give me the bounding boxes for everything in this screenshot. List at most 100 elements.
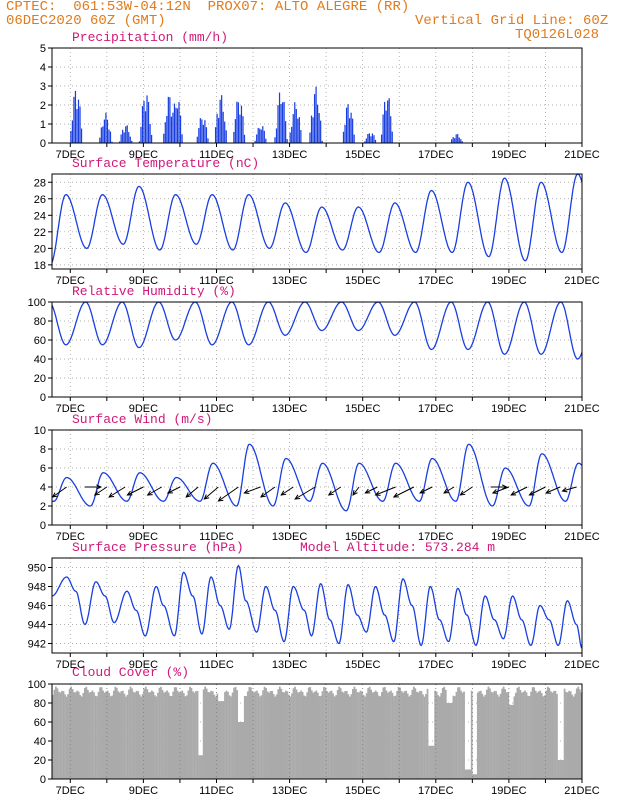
cloud-cover-bar [571, 694, 574, 779]
cloud-cover-bar [454, 696, 456, 779]
cloud-cover-bar [397, 686, 400, 779]
cloud-cover-bar [536, 692, 539, 779]
precipitation-bar [242, 116, 244, 143]
cloud-cover-bar [379, 696, 382, 779]
cloud-cover-bar [134, 692, 136, 779]
cloud-cover-bar [73, 692, 76, 779]
cloud-cover-bar [233, 687, 235, 779]
precipitation-bar [300, 130, 302, 143]
wind-arrow-head [217, 496, 224, 502]
x-tick-label: 17DEC [418, 275, 454, 287]
cloud-cover-bar [164, 691, 167, 779]
wind-arrow [364, 486, 378, 494]
x-tick-label: 13DEC [272, 149, 308, 161]
cloud-cover-bar [391, 692, 394, 779]
precipitation-bar [374, 139, 377, 143]
cloud-cover-bar [288, 694, 290, 779]
cloud-cover-bar [476, 692, 479, 779]
wind-arrow-head [364, 488, 371, 494]
precipitation-bar [243, 134, 246, 143]
cloud-cover-bar [234, 686, 237, 779]
cloud-cover-bar [353, 686, 356, 779]
cloud-cover-bar [108, 692, 111, 779]
cloud-cover-bar [243, 695, 246, 779]
cloud-cover-bar [388, 691, 391, 779]
cloud-cover-bar [385, 690, 388, 779]
cloud-cover-bar [173, 687, 176, 779]
precipitation-bar [298, 117, 300, 143]
y-tick-label: 100 [28, 297, 46, 309]
cloud-cover-bar [94, 695, 97, 779]
precipitation-bar [384, 101, 386, 143]
precipitation-bar [353, 134, 355, 143]
panel-5: 0 20 40 60 80 100 7DEC 9DEC 11DEC 13DEC 15DEC 17DEC… [28, 679, 600, 797]
cloud-cover-bar [160, 686, 162, 779]
cloud-cover-bar [478, 691, 481, 779]
pressure-title: Surface Pressure (hPa) [72, 540, 244, 555]
cloud-cover-bar [575, 688, 578, 779]
cloud-cover-bar [237, 722, 240, 779]
cloud-cover-bar [425, 694, 427, 779]
precipitation-bar [199, 118, 201, 143]
wind-arrow [491, 486, 510, 494]
cloud-cover-bar [317, 692, 319, 779]
cloud-cover-bar [447, 703, 450, 779]
precipitation-bar [222, 111, 224, 143]
precipitation-bar [207, 138, 209, 143]
precipitation-bar [364, 141, 366, 143]
precipitation-bar [239, 114, 241, 143]
cloud-cover-bar [256, 690, 258, 779]
cloud-cover-bar [422, 694, 424, 779]
cloud-cover-bar [294, 686, 296, 779]
cloud-cover-bar [263, 686, 266, 779]
precipitation-bar [259, 128, 261, 143]
cloud-cover-bar [557, 760, 560, 779]
wind-arrow [294, 486, 316, 500]
cloud-cover-bar [61, 690, 63, 779]
cloud-cover-bar [534, 690, 537, 779]
precipitation-bar [122, 129, 124, 143]
cloud-cover-bar [123, 693, 126, 779]
wind-arrow-shaft [492, 486, 510, 494]
x-tick-label: 19DEC [491, 659, 527, 671]
cloud-cover-bar [225, 690, 228, 779]
cloud-cover-bar [441, 687, 444, 779]
precipitation-bar [163, 133, 165, 143]
cloud-cover-bar [122, 690, 124, 779]
cloud-cover-bar [56, 688, 59, 779]
cloud-cover-bar [105, 691, 108, 779]
cloud-cover-bar [64, 694, 66, 779]
wind-arrow [260, 486, 276, 498]
precipitation-bar [71, 120, 74, 143]
plot-border [51, 47, 583, 144]
cloud-cover-bar [531, 687, 534, 779]
cloud-cover-bar [297, 692, 299, 779]
cloud-cover-bar [508, 704, 511, 779]
cloud-cover-bar [141, 693, 144, 779]
y-tick-label: 2 [40, 100, 46, 112]
cloud-cover-bar [248, 687, 251, 779]
wind-speed-line [52, 443, 583, 512]
x-tick-label: 7DEC [56, 275, 85, 287]
cloud-cover-bar [356, 692, 359, 779]
precipitation-bar [103, 119, 106, 143]
cloud-cover-bar [182, 693, 185, 779]
precipitation-bar [73, 96, 75, 143]
cloud-cover-bar [283, 692, 286, 779]
cloud-cover-bar [323, 686, 325, 779]
cloud-cover-bar [324, 687, 327, 779]
cloud-cover-bar [176, 690, 179, 779]
precipitation-title: Precipitation (mm/h) [72, 30, 229, 45]
cloud-cover-bar [210, 690, 213, 779]
cloud-cover-bar [135, 690, 138, 779]
cloud-cover-bar [236, 690, 239, 779]
x-tick-label: 15DEC [345, 531, 381, 543]
precipitation-bar [129, 136, 131, 143]
cloud-cover-bar [178, 692, 181, 779]
cloud-cover-bar [304, 696, 307, 779]
x-tick-label: 19DEC [491, 785, 527, 797]
wind-arrow-shaft [375, 486, 396, 496]
cloud-cover-bar [184, 696, 187, 779]
cloud-cover-bar [428, 745, 430, 779]
cloud-cover-bar [155, 696, 158, 779]
